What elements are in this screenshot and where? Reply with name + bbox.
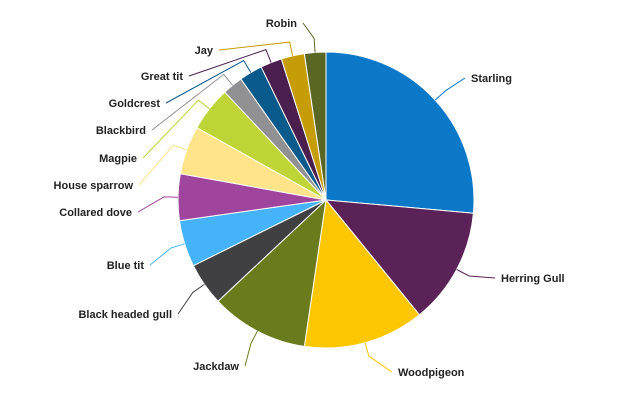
slice-label-collared-dove: Collared dove xyxy=(59,207,132,219)
connector-jay xyxy=(218,41,294,56)
slice-label-herring-gull: Herring Gull xyxy=(501,273,565,285)
pie-slice-herring-gull[interactable] xyxy=(324,199,474,316)
slice-label-starling: Starling xyxy=(471,73,512,85)
slice-label-blue-tit: Blue tit xyxy=(107,260,145,272)
pie-slice-woodpigeon[interactable] xyxy=(303,198,421,349)
slice-label-blackbird: Blackbird xyxy=(96,125,146,137)
pie-slices xyxy=(177,51,475,349)
slice-label-black-headed-gull: Black headed gull xyxy=(78,309,172,321)
connector-blackbird xyxy=(151,73,233,131)
slice-label-magpie: Magpie xyxy=(99,153,137,165)
slice-label-jay: Jay xyxy=(195,45,214,57)
connector-robin xyxy=(302,22,316,53)
slice-label-woodpigeon: Woodpigeon xyxy=(398,367,465,379)
slice-label-goldcrest: Goldcrest xyxy=(109,98,161,110)
connector-jackdaw xyxy=(244,330,258,367)
pie-slice-starling[interactable] xyxy=(325,51,475,214)
connector-blue-tit xyxy=(149,243,185,266)
connector-house-sparrow xyxy=(138,144,187,186)
slice-label-robin: Robin xyxy=(266,18,297,30)
connector-starling xyxy=(434,77,466,101)
connector-black-headed-gull xyxy=(177,283,205,315)
pie-slice-robin[interactable] xyxy=(303,51,327,201)
connector-magpie xyxy=(142,99,210,159)
slice-label-great-tit: Great tit xyxy=(141,71,184,83)
connector-collared-dove xyxy=(137,196,179,213)
label-connectors xyxy=(137,22,496,373)
connector-herring-gull xyxy=(456,269,496,279)
connector-great-tit xyxy=(188,48,272,77)
slice-labels: Starling Herring Gull Woodpigeon Jackdaw Bla… xyxy=(54,18,565,379)
connector-goldcrest xyxy=(165,59,252,104)
slice-label-house-sparrow: House sparrow xyxy=(54,180,134,192)
slice-label-jackdaw: Jackdaw xyxy=(193,361,239,373)
connector-woodpigeon xyxy=(364,342,393,373)
